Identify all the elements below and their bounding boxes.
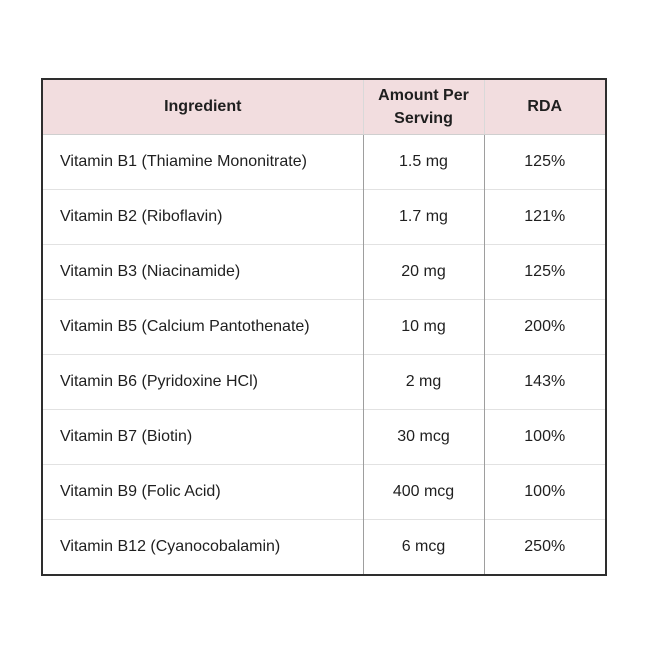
table-header: Ingredient Amount Per Serving RDA: [41, 79, 607, 135]
column-header-ingredient: Ingredient: [41, 79, 364, 135]
ingredient-cell: Vitamin B2 (Riboflavin): [41, 189, 364, 245]
header-row: Ingredient Amount Per Serving RDA: [41, 79, 607, 135]
ingredient-cell: Vitamin B7 (Biotin): [41, 409, 364, 465]
amount-cell: 30 mcg: [362, 409, 485, 465]
amount-cell: 1.7 mg: [362, 189, 485, 245]
rda-cell: 250%: [483, 519, 607, 575]
amount-cell: 2 mg: [362, 354, 485, 410]
rda-cell: 121%: [483, 189, 607, 245]
supplement-facts-table: Ingredient Amount Per Serving RDA Vitami…: [41, 78, 607, 576]
rda-cell: 100%: [483, 464, 607, 520]
amount-cell: 1.5 mg: [362, 134, 485, 190]
ingredient-cell: Vitamin B9 (Folic Acid): [41, 464, 364, 520]
ingredient-cell: Vitamin B12 (Cyanocobalamin): [41, 519, 364, 575]
amount-cell: 400 mcg: [362, 464, 485, 520]
ingredient-cell: Vitamin B5 (Calcium Pantothenate): [41, 299, 364, 355]
column-header-amount-per-serving: Amount Per Serving: [362, 79, 485, 135]
rda-cell: 200%: [483, 299, 607, 355]
table-row: Vitamin B3 (Niacinamide) 20 mg 125%: [41, 244, 607, 300]
rda-cell: 125%: [483, 134, 607, 190]
ingredient-cell: Vitamin B1 (Thiamine Mononitrate): [41, 134, 364, 190]
table-row: Vitamin B9 (Folic Acid) 400 mcg 100%: [41, 464, 607, 520]
amount-cell: 20 mg: [362, 244, 485, 300]
table-row: Vitamin B12 (Cyanocobalamin) 6 mcg 250%: [41, 519, 607, 575]
table-row: Vitamin B6 (Pyridoxine HCl) 2 mg 143%: [41, 354, 607, 410]
ingredient-cell: Vitamin B3 (Niacinamide): [41, 244, 364, 300]
rda-cell: 125%: [483, 244, 607, 300]
rda-cell: 143%: [483, 354, 607, 410]
table-row: Vitamin B5 (Calcium Pantothenate) 10 mg 20…: [41, 299, 607, 355]
column-header-rda: RDA: [483, 79, 607, 135]
table-row: Vitamin B2 (Riboflavin) 1.7 mg 121%: [41, 189, 607, 245]
table-row: Vitamin B7 (Biotin) 30 mcg 100%: [41, 409, 607, 465]
amount-cell: 10 mg: [362, 299, 485, 355]
ingredient-cell: Vitamin B6 (Pyridoxine HCl): [41, 354, 364, 410]
amount-cell: 6 mcg: [362, 519, 485, 575]
rda-cell: 100%: [483, 409, 607, 465]
table-row: Vitamin B1 (Thiamine Mononitrate) 1.5 mg 1…: [41, 134, 607, 190]
table-body: Vitamin B1 (Thiamine Mononitrate) 1.5 mg 1…: [41, 134, 607, 575]
